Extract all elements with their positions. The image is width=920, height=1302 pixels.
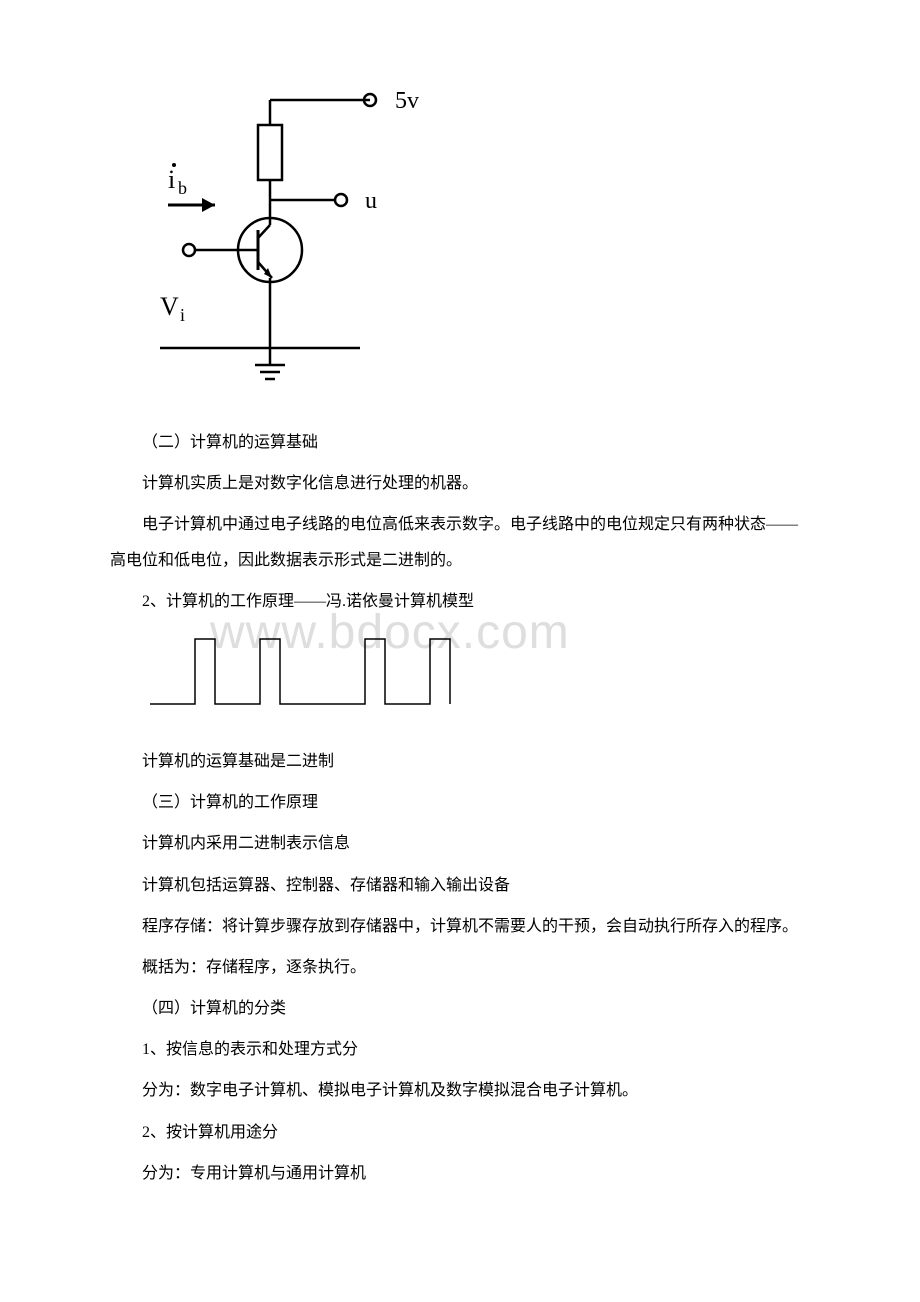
heading-2: （二）计算机的运算基础	[110, 425, 810, 460]
heading-3: （三）计算机的工作原理	[110, 785, 810, 820]
label-ib: i	[168, 165, 175, 194]
para-2: 计算机实质上是对数字化信息进行处理的机器。	[110, 466, 810, 501]
para-5: 计算机的运算基础是二进制	[110, 744, 810, 779]
circuit-svg: 5v u	[140, 70, 440, 390]
svg-text:b: b	[178, 178, 187, 198]
para-12: 1、按信息的表示和处理方式分	[110, 1032, 810, 1067]
svg-text:i: i	[180, 305, 185, 325]
para-14: 2、按计算机用途分	[110, 1115, 810, 1150]
para-4: 2、计算机的工作原理——冯.诺依曼计算机模型	[110, 584, 810, 619]
para-7: 计算机内采用二进制表示信息	[110, 826, 810, 861]
para-3: 电子计算机中通过电子线路的电位高低来表示数字。电子线路中的电位规定只有两种状态—…	[110, 507, 810, 577]
label-5v: 5v	[395, 88, 419, 114]
para-13: 分为：数字电子计算机、模拟电子计算机及数字模拟混合电子计算机。	[110, 1073, 810, 1108]
label-vi: V	[160, 292, 179, 321]
para-9: 程序存储：将计算步骤存放到存储器中，计算机不需要人的干预，会自动执行所存入的程序…	[110, 909, 810, 944]
para-10: 概括为：存储程序，逐条执行。	[110, 950, 810, 985]
pulse-svg	[140, 629, 470, 714]
square-wave-diagram	[140, 629, 810, 719]
para-15: 分为：专用计算机与通用计算机	[110, 1156, 810, 1191]
label-u: u	[365, 188, 377, 214]
transistor-circuit-diagram: 5v u	[140, 70, 810, 395]
heading-4: （四）计算机的分类	[110, 991, 810, 1026]
para-8: 计算机包括运算器、控制器、存储器和输入输出设备	[110, 868, 810, 903]
